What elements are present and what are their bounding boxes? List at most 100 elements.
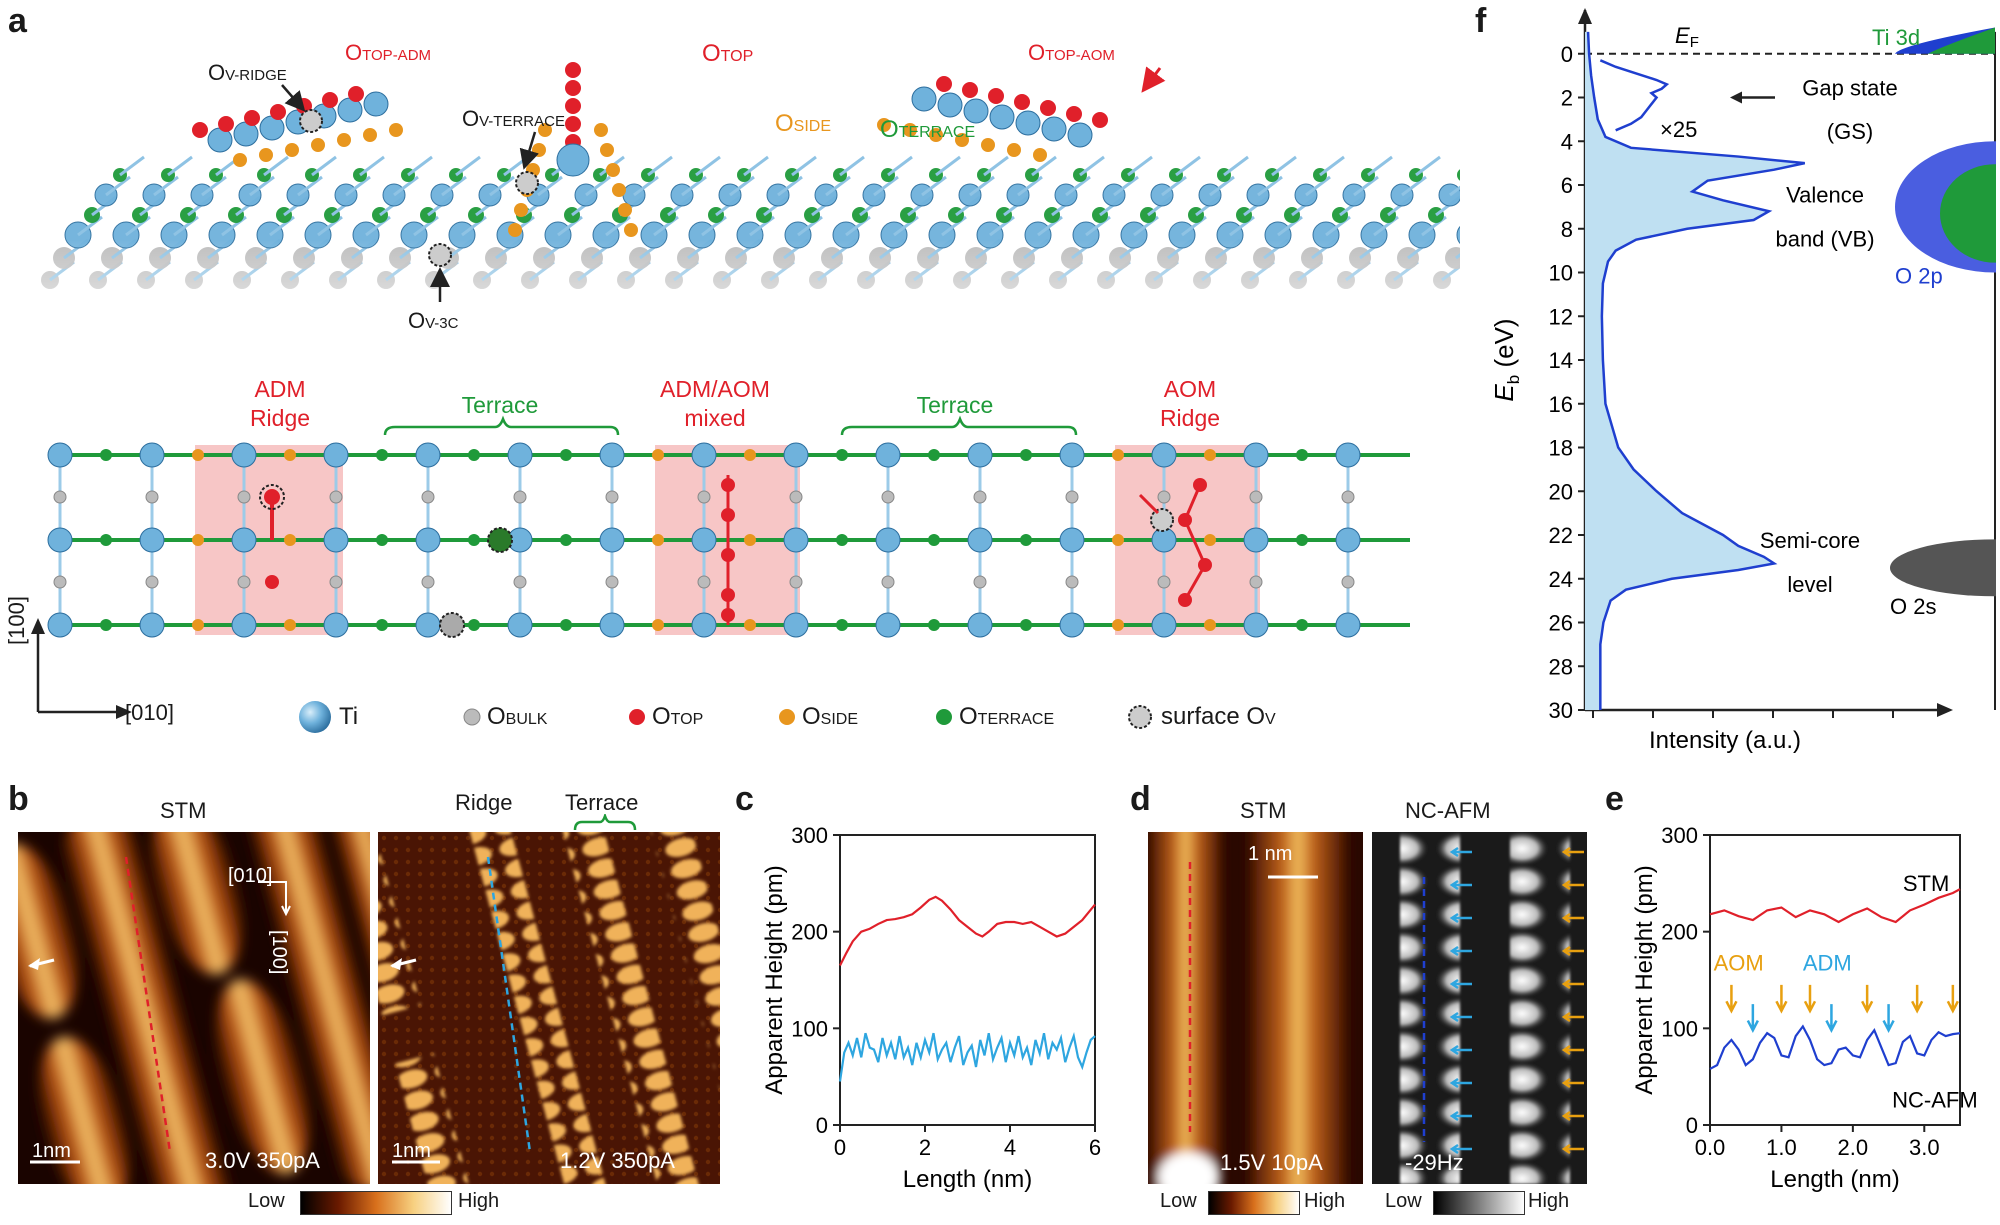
d-colorbar-1 <box>1208 1191 1300 1215</box>
label-o-side: OSIDE <box>775 110 832 137</box>
f-y-tick-label: 28 <box>1549 654 1573 679</box>
b-params-right: 1.2V 350pA <box>560 1148 675 1173</box>
aom-marker <box>1725 984 1738 1014</box>
b-scale-left: 1nm <box>32 1140 71 1162</box>
series-line-0 <box>1709 888 1961 924</box>
o-side-icon <box>779 709 795 725</box>
vacancy-terrace-icon <box>515 171 539 195</box>
b-params-left: 3.0V 350pA <box>205 1148 320 1173</box>
y-tick-label: 200 <box>791 920 828 945</box>
chart-c: 0 2 4 6 0 100 200 300 Length (nm) Apparent Height… <box>761 823 1101 1193</box>
aom-marker <box>1803 984 1817 1014</box>
b-scale-right: 1nm <box>392 1140 431 1162</box>
f-y-tick-label: 24 <box>1549 567 1573 592</box>
arrow-defect-b-left-icon <box>28 958 55 970</box>
f-y-tick-label: 16 <box>1549 392 1573 417</box>
panel-label-d: d <box>1130 780 1151 818</box>
b-colorbar <box>300 1191 452 1215</box>
f-label-vb2: band (VB) <box>1775 226 1874 251</box>
f-label-o2p: O 2p <box>1895 263 1943 288</box>
d-afm-title: NC-AFM <box>1405 798 1491 823</box>
b-stm-title: STM <box>160 798 207 823</box>
spectrum-line <box>1586 31 1806 710</box>
vacancy-3c-icon <box>428 243 452 267</box>
y-tick-label: 100 <box>1661 1016 1698 1041</box>
d-stm-title: STM <box>1240 798 1287 823</box>
d-colorbar-2 <box>1433 1191 1525 1215</box>
b-cbar-high: High <box>458 1190 500 1212</box>
x-axis-label: Length (nm) <box>1770 1166 1899 1193</box>
direction-arrows-icon <box>258 881 291 917</box>
legend-o-terrace: OTERRACE <box>959 703 1055 730</box>
lattice-2d-topview <box>47 415 1410 638</box>
y-tick-label: 200 <box>1661 920 1698 945</box>
label-o-top-aom: OTOP-AOM <box>1028 40 1115 65</box>
label-o-top-adm: OTOP-ADM <box>345 40 432 65</box>
x-tick-label: 0.0 <box>1695 1135 1726 1160</box>
f-label-semicore2: level <box>1787 572 1832 597</box>
chart-e: 0.0 1.0 2.0 3.0 0 100 200 300 Length (nm) Apparen… <box>1631 823 1978 1193</box>
axis-label-010: [010] <box>125 700 174 725</box>
series-line-0 <box>839 895 1096 966</box>
x-tick-label: 2.0 <box>1838 1135 1869 1160</box>
d-cbar1-high: High <box>1304 1190 1346 1212</box>
f-y-tick-label: 26 <box>1549 611 1573 636</box>
d-stm-stripes <box>1148 832 1348 1184</box>
f-y-tick-label: 6 <box>1561 173 1573 198</box>
x-tick-label: 6 <box>1089 1135 1101 1160</box>
stm-3v-stripes <box>18 832 370 1184</box>
region-adm-aom-mixed: ADM/AOM mixed <box>660 376 770 431</box>
axis-label-100: [100] <box>4 596 29 645</box>
dos-o2s <box>1890 539 2000 597</box>
f-label-x25: ×25 <box>1660 117 1697 142</box>
stm-1v2-stripes <box>378 832 720 1184</box>
region-terrace-1: Terrace <box>461 392 539 418</box>
aom-marker <box>1946 984 1959 1014</box>
adm-marker <box>1882 1004 1895 1033</box>
b-terrace-bracket <box>573 814 637 831</box>
f-y-tick-label: 4 <box>1561 129 1573 154</box>
f-y-tick-label: 30 <box>1549 698 1573 723</box>
y-tick-label: 300 <box>791 823 828 848</box>
legend-surface-ov: surface OV <box>1161 703 1276 730</box>
o-bulk-icon <box>463 708 481 726</box>
legend: Ti OBULK OTOP OSIDE OTERRACE surface OV <box>295 697 1335 737</box>
panel-label-f: f <box>1475 2 1487 40</box>
legend-o-side: OSIDE <box>802 703 859 730</box>
x-axis-label: Length (nm) <box>903 1166 1032 1193</box>
f-y-tick-label: 18 <box>1549 436 1573 461</box>
y-axis-label: Apparent Height (pm) <box>761 865 788 1094</box>
e-label-adm: ADM <box>1803 950 1852 975</box>
y-tick-label: 0 <box>1686 1113 1698 1138</box>
f-y-tick-label: 20 <box>1549 479 1573 504</box>
crystal-axes <box>31 618 132 719</box>
adm-marker <box>1825 1004 1838 1033</box>
surface-vacancy-icon <box>1128 705 1152 729</box>
arrow-o-v-terrace <box>519 131 539 170</box>
arrow-o-v-ridge <box>281 84 306 112</box>
o-top-icon <box>629 709 645 725</box>
x-tick-label: 0 <box>834 1135 846 1160</box>
panel-label-e: e <box>1605 780 1624 818</box>
panel-label-c: c <box>735 780 754 818</box>
spectrum-fill <box>1585 31 1805 710</box>
d-scale: 1 nm <box>1248 843 1293 865</box>
aom-marker <box>1911 984 1924 1014</box>
f-y-tick-label: 14 <box>1549 348 1573 373</box>
d-cbar1-low: Low <box>1160 1190 1197 1212</box>
dos-ti3d-green <box>1928 27 1995 54</box>
label-o-terrace: OTERRACE <box>880 116 976 143</box>
region-aom-ridge: AOM Ridge <box>1159 376 1221 431</box>
plot-frame <box>839 834 1096 1126</box>
panel-label-a: a <box>8 2 27 40</box>
y-tick-label: 100 <box>791 1016 828 1041</box>
dos-o2p-green <box>1940 164 2000 263</box>
label-o-top: OTOP <box>702 40 754 67</box>
arrow-o-top-aom <box>1141 66 1166 93</box>
label-o-v-terrace: OV-TERRACE <box>462 106 565 131</box>
e-label-aom: AOM <box>1714 950 1764 975</box>
f-label-gap: Gap state <box>1802 75 1897 100</box>
adm-marker <box>1746 1004 1759 1033</box>
plot-frame <box>1709 834 1961 1126</box>
y-tick-label: 0 <box>816 1113 828 1138</box>
